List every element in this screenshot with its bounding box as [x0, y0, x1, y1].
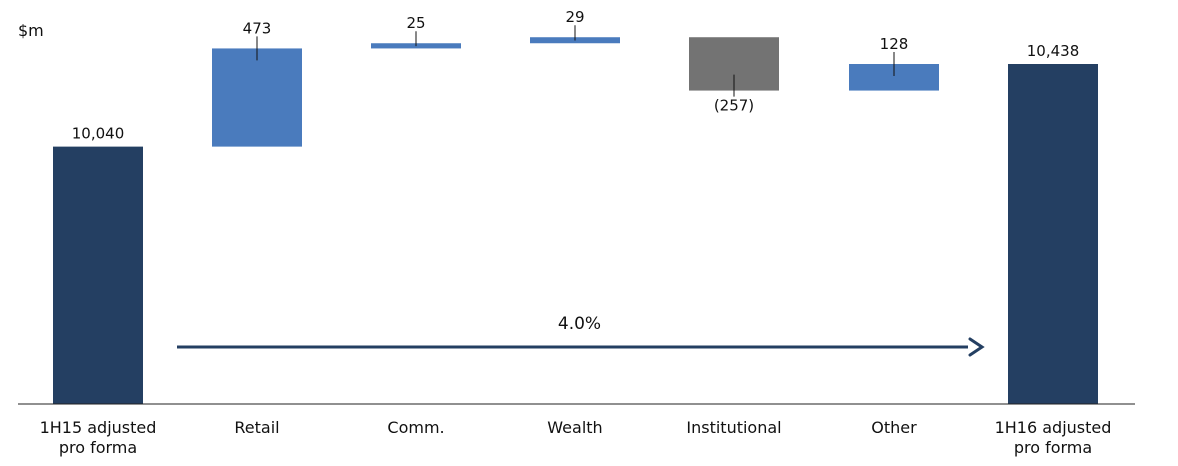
value-label-3: 29	[565, 8, 584, 26]
growth-percentage-label: 4.0%	[558, 314, 601, 334]
value-label-4: (257)	[714, 97, 754, 115]
category-label-0: 1H15 adjusted pro forma	[40, 418, 157, 457]
bar-1	[212, 48, 302, 147]
category-label-line-5-0: Other	[871, 418, 917, 437]
category-label-line-2-0: Comm.	[387, 418, 444, 437]
category-label-line-4-0: Institutional	[686, 418, 781, 437]
category-label-line-0-1: pro forma	[59, 438, 137, 457]
category-label-1: Retail	[234, 418, 279, 437]
value-label-5: 128	[880, 35, 909, 53]
bar-6	[1008, 64, 1098, 404]
value-label-0: 10,040	[72, 125, 125, 143]
category-label-line-6-1: pro forma	[1014, 438, 1092, 457]
bar-0	[53, 146, 143, 404]
value-label-6: 10,438	[1027, 42, 1080, 60]
category-label-line-0-0: 1H15 adjusted	[40, 418, 157, 437]
category-label-line-6-0: 1H16 adjusted	[995, 418, 1112, 437]
category-label-3: Wealth	[547, 418, 602, 437]
category-label-line-1-0: Retail	[234, 418, 279, 437]
value-label-2: 25	[406, 14, 425, 32]
growth-arrow-head	[968, 337, 985, 357]
category-label-2: Comm.	[387, 418, 444, 437]
bars-layer	[53, 37, 1098, 404]
value-label-1: 473	[243, 19, 272, 37]
category-label-5: Other	[871, 418, 917, 437]
category-label-4: Institutional	[686, 418, 781, 437]
growth-arrow-group	[177, 337, 985, 357]
category-label-6: 1H16 adjusted pro forma	[995, 418, 1112, 457]
y-axis-unit-label: $m	[18, 21, 44, 40]
category-label-line-3-0: Wealth	[547, 418, 602, 437]
